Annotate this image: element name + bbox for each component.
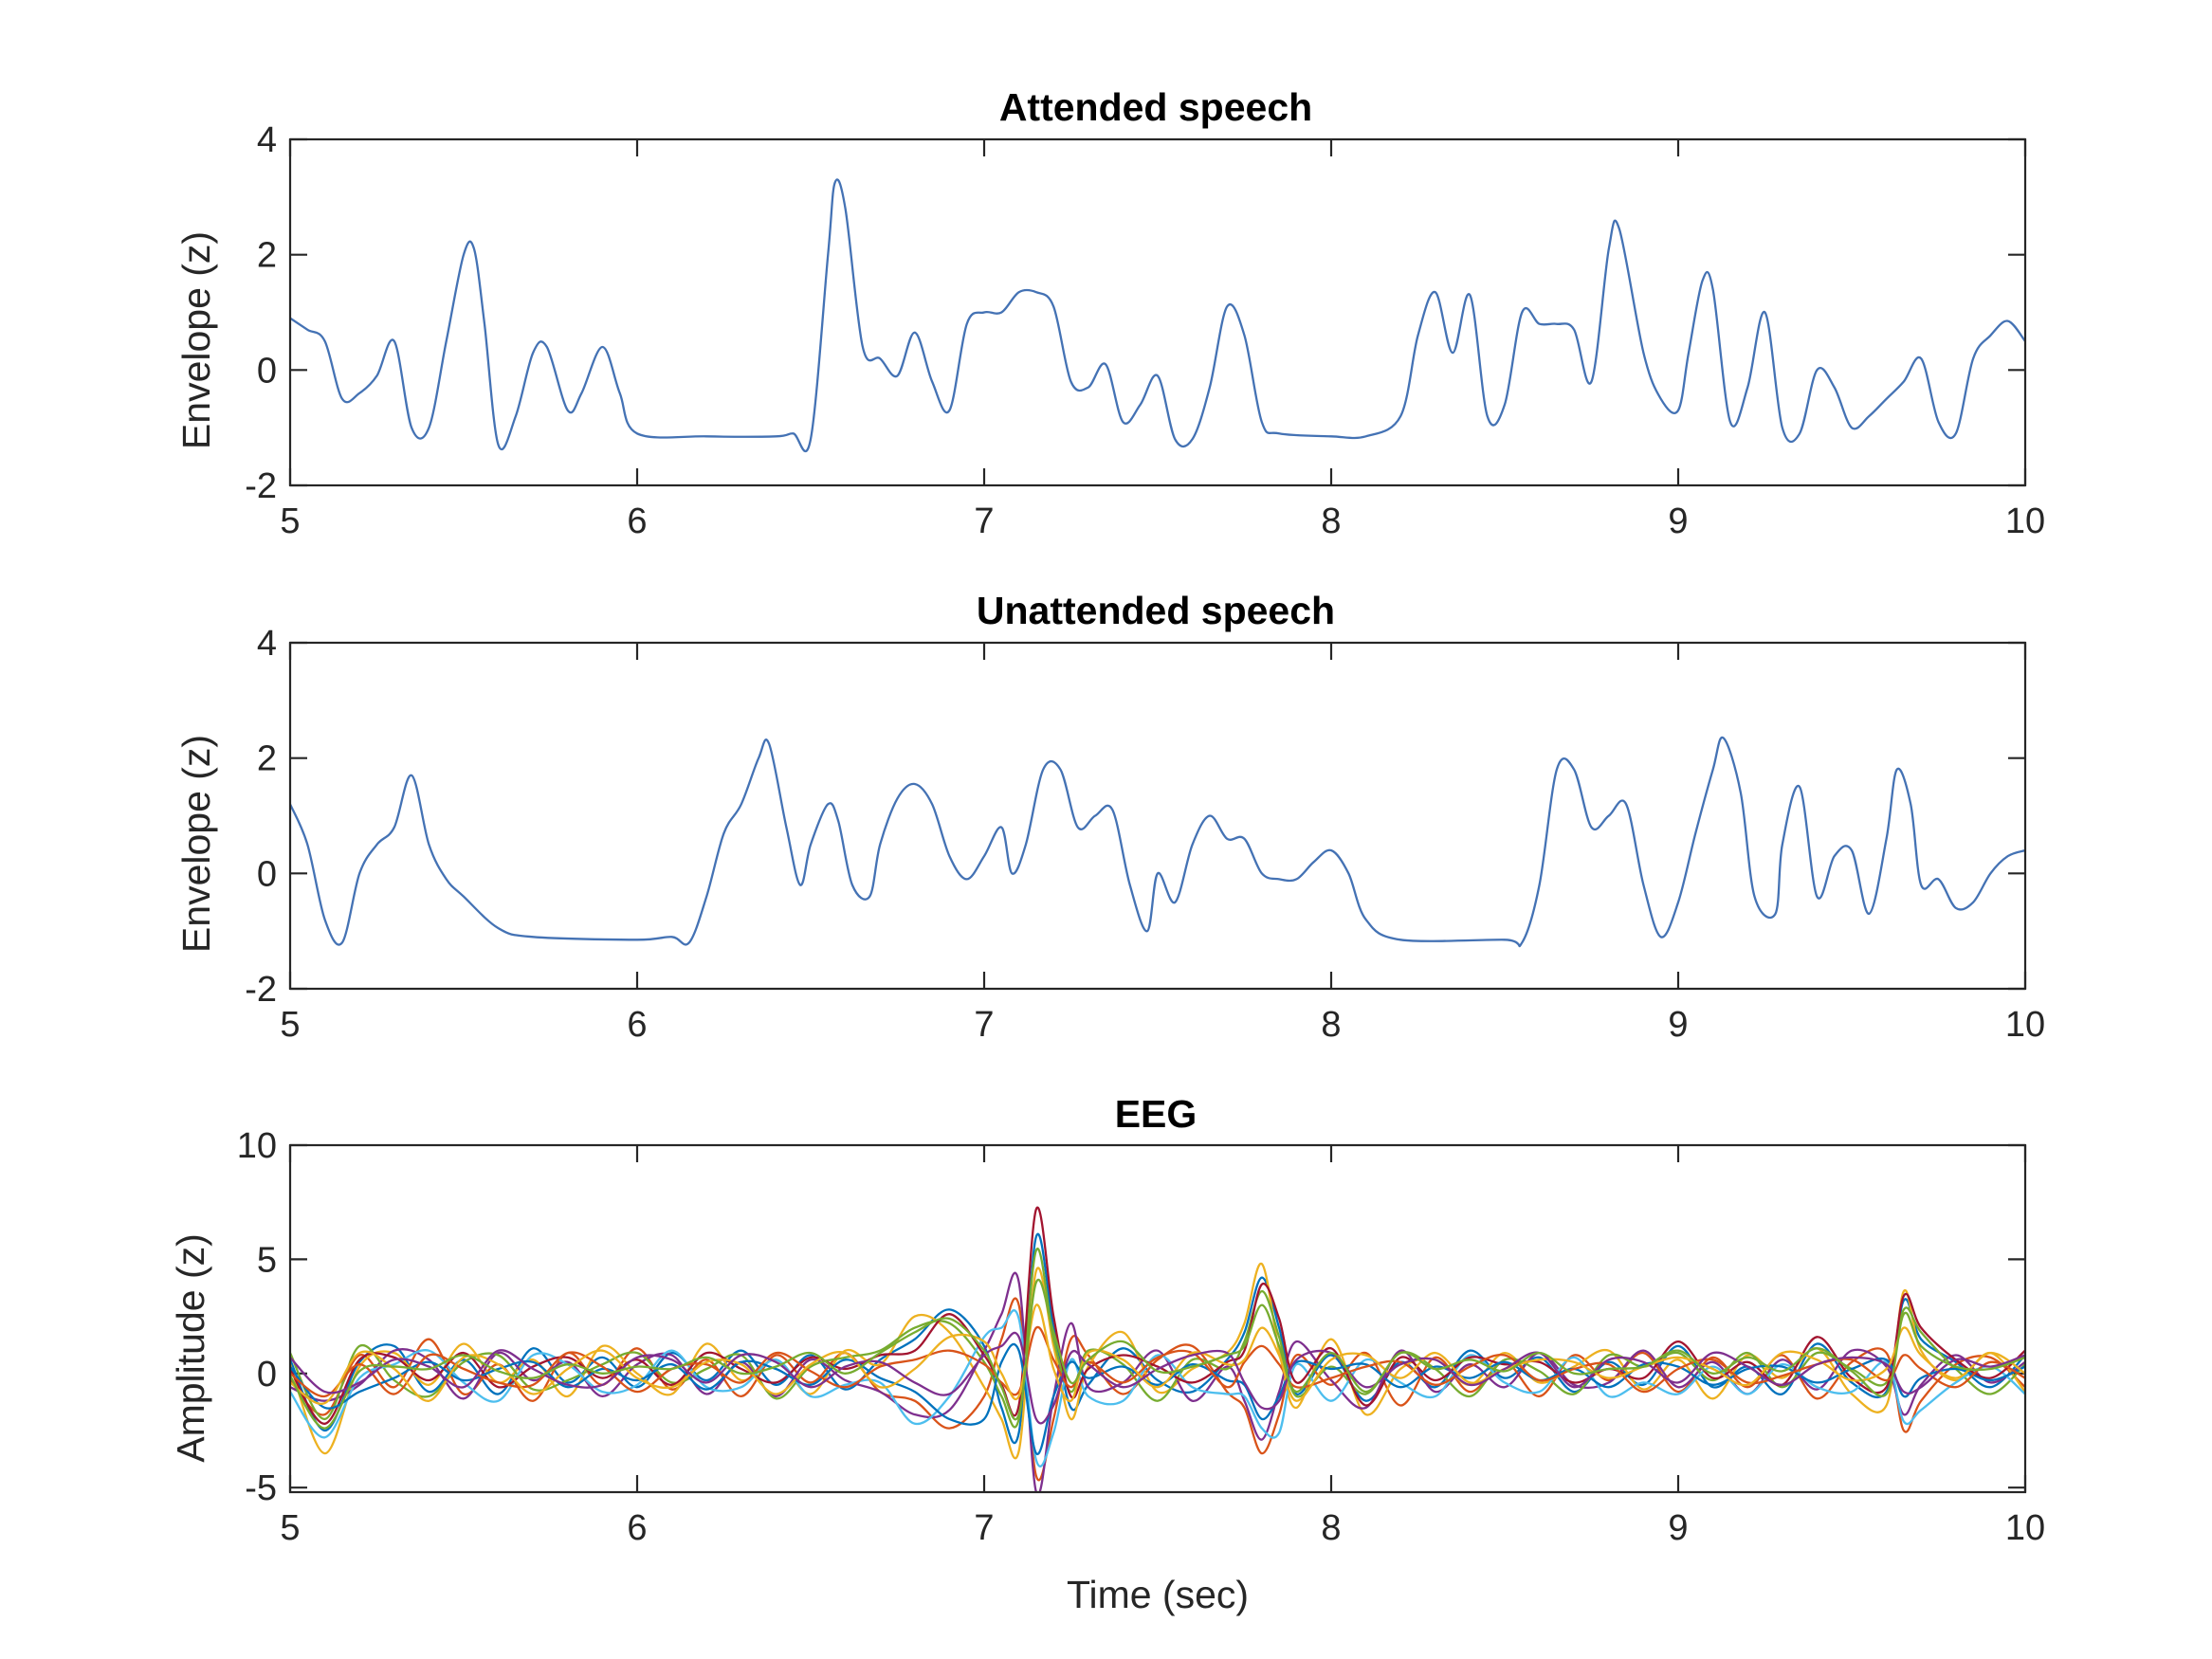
eeg-xtick-label: 10 bbox=[2005, 1508, 2045, 1548]
eeg-xtick-label: 6 bbox=[627, 1508, 647, 1548]
eeg-series-line-2 bbox=[290, 1297, 2025, 1482]
attended-ytick-label: 0 bbox=[257, 351, 277, 391]
eeg-title: EEG bbox=[1115, 1092, 1197, 1136]
unattended-ylabel: Envelope (z) bbox=[174, 735, 218, 953]
eeg-series-line-3 bbox=[290, 1263, 2025, 1460]
eeg-series-line-8 bbox=[290, 1342, 2025, 1455]
attended-series-line-1 bbox=[290, 178, 2025, 453]
eeg-ytick-label: -5 bbox=[245, 1468, 277, 1508]
attended-axes-box bbox=[288, 137, 2027, 487]
attended-xtick-label: 7 bbox=[974, 501, 994, 541]
unattended-ytick-label: -2 bbox=[245, 970, 277, 1010]
eeg-ticks: 5 6 7 8 9 10 -5 0 5 10 bbox=[237, 1126, 2045, 1548]
eeg-xtick-label: 5 bbox=[280, 1508, 300, 1548]
eeg-xtick-label: 7 bbox=[974, 1508, 994, 1548]
unattended-panel: Unattended speech Envelope (z) 5 6 7 8 9 10 -2… bbox=[174, 589, 2045, 1045]
attended-xtick-label: 6 bbox=[627, 501, 647, 541]
eeg-ytick-label: 5 bbox=[257, 1240, 277, 1280]
unattended-lines bbox=[290, 736, 2025, 948]
unattended-xtick-label: 9 bbox=[1668, 1005, 1688, 1045]
attended-title: Attended speech bbox=[999, 85, 1312, 129]
unattended-xtick-label: 8 bbox=[1321, 1005, 1341, 1045]
eeg-xtick-label: 8 bbox=[1321, 1508, 1341, 1548]
eeg-lines bbox=[290, 1206, 2025, 1492]
eeg-ytick-label: 0 bbox=[257, 1355, 277, 1395]
unattended-ticks: 5 6 7 8 9 10 -2 0 2 4 bbox=[245, 624, 2045, 1045]
unattended-xtick-label: 10 bbox=[2005, 1005, 2045, 1045]
eeg-xlabel: Time (sec) bbox=[1067, 1573, 1249, 1616]
attended-ticks: 5 6 7 8 9 10 -2 0 2 4 bbox=[245, 120, 2045, 541]
eeg-ylabel: Amplitude (z) bbox=[169, 1233, 212, 1463]
eeg-axes-box bbox=[288, 1143, 2027, 1494]
unattended-ytick-label: 0 bbox=[257, 854, 277, 894]
attended-ytick-label: 4 bbox=[257, 120, 277, 160]
attended-xtick-label: 8 bbox=[1321, 501, 1341, 541]
unattended-axes-box bbox=[288, 641, 2027, 991]
eeg-series-line-4 bbox=[290, 1271, 2025, 1492]
eeg-xtick-label: 9 bbox=[1668, 1508, 1688, 1548]
unattended-series-line-1 bbox=[290, 736, 2025, 948]
attended-panel: Attended speech Envelope (z) 5 6 7 8 9 10 -2 0 2… bbox=[174, 85, 2045, 541]
unattended-xtick-label: 7 bbox=[974, 1005, 994, 1045]
unattended-xtick-label: 6 bbox=[627, 1005, 647, 1045]
eeg-series-line-5 bbox=[290, 1248, 2025, 1429]
eeg-series-line-1 bbox=[290, 1232, 2025, 1444]
unattended-title: Unattended speech bbox=[977, 589, 1335, 632]
eeg-panel: EEG Amplitude (z) Time (sec) 5 6 7 8 9 10-505… bbox=[169, 1092, 2045, 1616]
unattended-ytick-label: 4 bbox=[257, 624, 277, 664]
eeg-series-line-9 bbox=[290, 1325, 2025, 1398]
attended-xtick-label: 9 bbox=[1668, 501, 1688, 541]
eeg-series-line-12 bbox=[290, 1278, 2025, 1430]
attended-lines bbox=[290, 178, 2025, 453]
eeg-series-line-10 bbox=[290, 1304, 2025, 1405]
eeg-series-line-11 bbox=[290, 1331, 2025, 1425]
unattended-ytick-label: 2 bbox=[257, 739, 277, 779]
attended-ytick-label: -2 bbox=[245, 466, 277, 506]
attended-ylabel: Envelope (z) bbox=[174, 231, 218, 449]
attended-ytick-label: 2 bbox=[257, 236, 277, 276]
attended-xtick-label: 10 bbox=[2005, 501, 2045, 541]
attended-xtick-label: 5 bbox=[280, 501, 300, 541]
unattended-xtick-label: 5 bbox=[280, 1005, 300, 1045]
eeg-ytick-label: 10 bbox=[237, 1126, 277, 1166]
